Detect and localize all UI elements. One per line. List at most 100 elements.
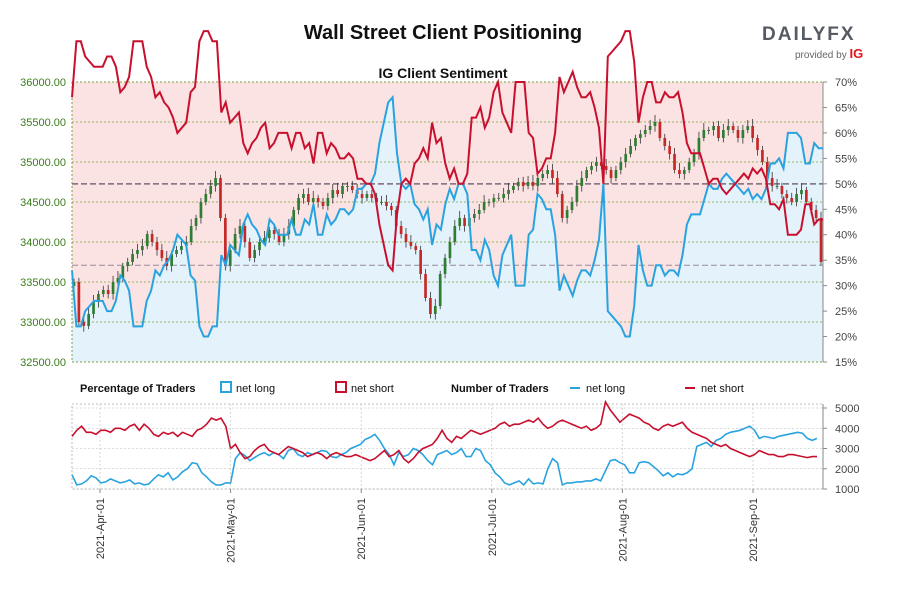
candle-body [316,198,320,202]
legend-pct-heading: Percentage of Traders [80,383,196,395]
candle-body [385,202,388,206]
x-tick-label: 2021-May-01 [226,498,238,563]
price-sentiment-panel: 36000.00 35500.00 35000.00 34500.00 34000.00… [20,30,857,369]
candle-body [482,202,486,210]
y-left-tick-label: 34500.00 [20,197,66,209]
candle-body [741,130,745,138]
candle-body [233,234,237,250]
candle-body [731,126,735,130]
candle-body [414,246,418,250]
dailyfx-logo: DAILYFX provided by IG [762,24,872,64]
candle-body [92,302,95,314]
candle-body [160,250,164,258]
y-left-tick-label: 35000.00 [20,157,66,169]
candle-body [136,250,139,254]
y-right-tick-label: 70% [835,77,857,89]
candle-body [795,194,798,202]
x-tick-label: 2021-Jun-01 [356,498,368,560]
candle-body [463,218,466,226]
candle-body [97,294,100,302]
candle-body [590,166,593,170]
x-tick-label: 2021-Apr-01 [95,498,107,559]
candle-body [634,138,637,146]
candle-body [326,198,330,206]
y-left-tick-label: 35500.00 [20,117,66,129]
candle-body [243,226,247,242]
candle-body [643,130,647,134]
candle-body [805,190,808,202]
candle-body [678,170,681,174]
candle-body [516,182,520,186]
sub-y-tick-label: 5000 [835,403,859,415]
legend-pct-long-label: net long [236,383,275,395]
candle-body [639,134,642,138]
y-right-tick-label: 45% [835,204,857,216]
y-right-tick-label: 65% [835,102,857,114]
net-short-pct-line [71,30,823,273]
candle-body [814,210,818,218]
candle-body [497,198,501,199]
plot-border [71,81,824,363]
candle-body [536,178,540,186]
candle-body [131,254,134,262]
candle-body [253,250,256,258]
candle-body [682,170,686,174]
candle-body [565,210,569,218]
candle-body [546,170,549,174]
candle-body [448,242,452,258]
candle-body [736,130,740,138]
candle-body [307,194,310,202]
candle-body [556,178,559,194]
candle-body [707,130,711,131]
legend-pct-short-swatch [335,381,347,393]
candle-body [302,194,305,198]
candle-body [404,234,408,242]
candle-body [800,190,803,194]
candle-body [277,234,281,242]
candle-body [775,186,779,187]
y-left-tick-label: 33500.00 [20,277,66,289]
candle-body [360,194,364,198]
brand-provided-by: provided by IG [795,46,863,61]
candle-body [531,182,535,186]
legend-num-short-label: net short [701,383,744,395]
y-left-tick-label: 36000.00 [20,77,66,89]
candle-body [141,246,144,250]
candle-body [604,166,608,170]
candle-body [121,266,125,278]
candle-body [624,154,628,162]
candle-body [106,290,110,294]
y-right-tick-label: 35% [835,255,857,267]
candle-body [424,274,427,298]
candle-body [487,202,491,203]
candle-body [267,230,271,238]
candle-body [292,210,296,226]
x-tick-label: 2021-Aug-01 [617,498,629,562]
candle-body [585,170,588,178]
candle-body [629,146,632,154]
candle-body [526,182,530,186]
candle-body [150,234,154,242]
candle-body [399,226,403,234]
candle-body [712,126,715,130]
candle-body [512,186,515,190]
candle-body [238,226,242,234]
candle-body [746,126,750,130]
candle-body [458,218,462,226]
legend: Percentage of Traders net long net short… [80,381,744,395]
candle-body [453,226,457,242]
candle-body [350,186,354,190]
candle-body [663,138,667,146]
candle-body [370,194,374,198]
legend-pct-short-label: net short [351,383,394,395]
candle-body [438,274,442,306]
candle-body [507,190,510,194]
y-right-tick-label: 60% [835,128,857,140]
candle-body [770,178,774,186]
candle-body [390,206,393,210]
candle-body [272,230,276,234]
sub-y-tick-label: 3000 [835,444,859,456]
candle-body [809,202,813,210]
candle-body [204,194,208,202]
